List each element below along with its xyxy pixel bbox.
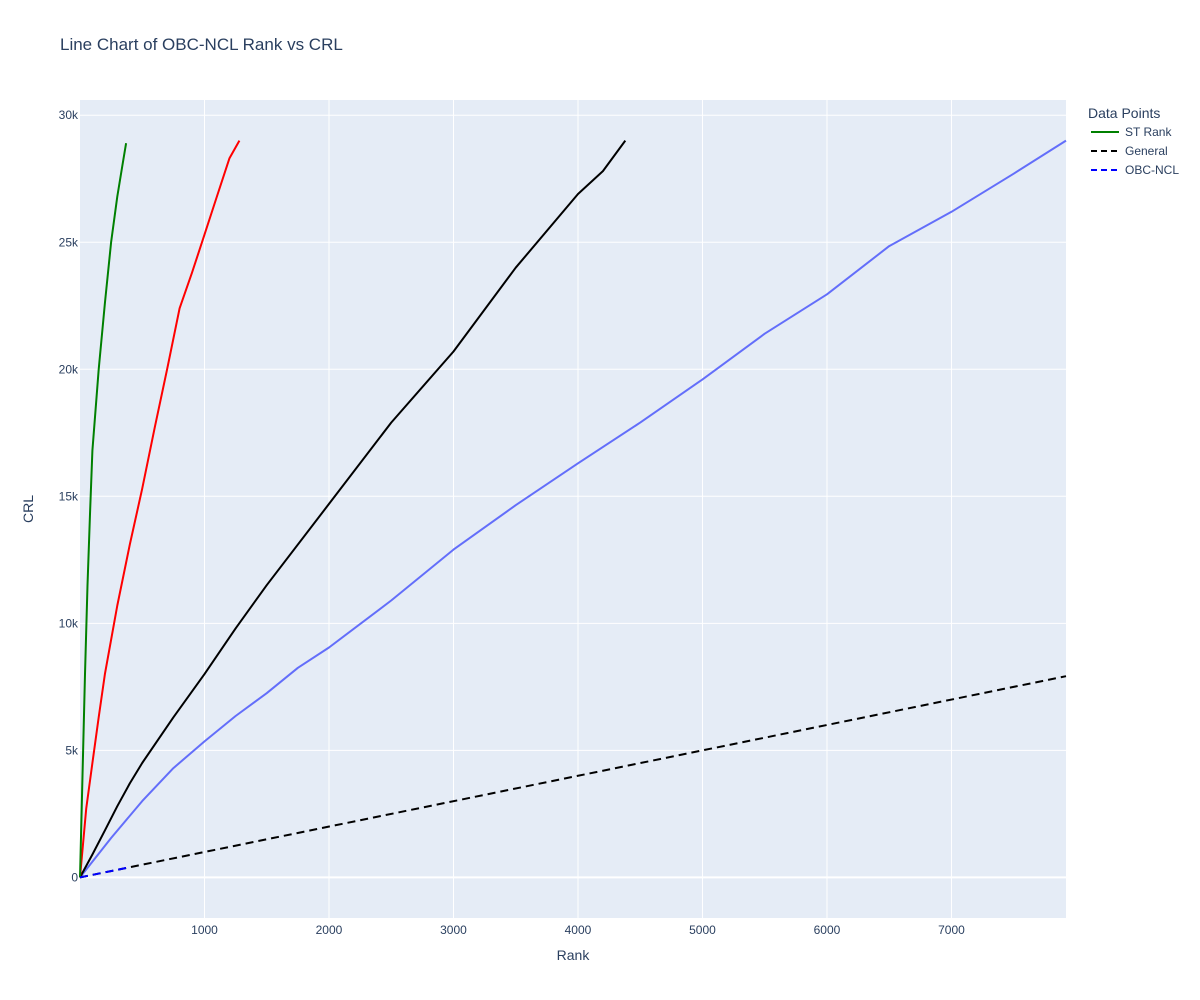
x-tick-label: 6000 [814,923,841,937]
y-tick-label: 10k [59,616,79,630]
legend: Data Points ST Rank General OBC-NCL [1088,105,1179,177]
y-tick-label: 0 [71,870,78,884]
y-axis-ticks: 0 5k 10k 15k 20k 25k 30k [59,108,79,884]
x-tick-label: 5000 [689,923,716,937]
legend-title: Data Points [1088,105,1160,121]
series-line-2 [79,140,627,878]
y-tick-label: 25k [59,235,79,249]
x-tick-label: 1000 [191,923,218,937]
legend-item-label: OBC-NCL [1125,163,1179,177]
y-tick-label: 30k [59,108,79,122]
series-lines [79,139,1067,879]
y-tick-label: 5k [65,743,79,757]
gridlines [80,100,1066,918]
legend-item-label: ST Rank [1125,125,1172,139]
plot-area [80,100,1066,918]
x-tick-label: 4000 [565,923,592,937]
series-line-6 [79,867,127,879]
series-line-5 [79,675,1067,879]
x-axis-title: Rank [557,947,591,963]
series-line-3 [79,140,241,878]
chart-title: Line Chart of OBC-NCL Rank vs CRL [60,35,343,54]
x-tick-label: 2000 [316,923,343,937]
legend-item-label: General [1125,144,1168,158]
series-line-1 [79,139,1067,879]
y-axis-title: CRL [20,495,36,523]
x-tick-label: 7000 [938,923,965,937]
y-tick-label: 20k [59,362,79,376]
y-tick-label: 15k [59,489,79,503]
x-axis-ticks: 1000 2000 3000 4000 5000 6000 7000 [191,923,965,937]
series-line-4 [79,143,128,878]
x-tick-label: 3000 [440,923,467,937]
